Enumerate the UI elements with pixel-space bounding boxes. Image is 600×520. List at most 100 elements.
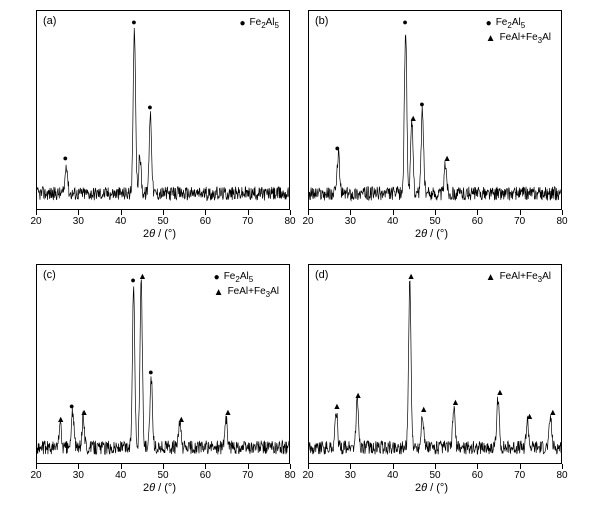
peak-marker-Fe2Al5: ●: [148, 367, 153, 377]
x-tick: [121, 464, 122, 469]
x-tick: [121, 210, 122, 215]
peak-marker-Fe2Al5: ●: [147, 102, 152, 112]
x-tick-label: 50: [157, 216, 168, 227]
legend-label: FeAl+Fe3Al: [500, 271, 551, 284]
peak-marker-Fe2Al5: ●: [402, 17, 407, 27]
peak-marker-FeAl_Fe3Al: ▲: [354, 390, 363, 400]
x-tick: [36, 464, 37, 469]
x-tick: [163, 464, 164, 469]
x-tick-label: 30: [73, 470, 84, 481]
peak-marker-FeAl_Fe3Al: ▲: [56, 414, 65, 424]
legend-item-Fe2Al5: ● Fe2Al5: [486, 17, 551, 30]
peak-marker-FeAl_Fe3Al: ▲: [548, 407, 557, 417]
legend: ● Fe2Al5▲ FeAl+Fe3Al: [486, 17, 551, 47]
legend-item-FeAl_Fe3Al: ▲ FeAl+Fe3Al: [214, 286, 279, 299]
x-tick-label: 50: [429, 216, 440, 227]
x-tick-label: 50: [429, 470, 440, 481]
peak-marker-Fe2Al5: ●: [419, 99, 424, 109]
panel-c: ▲●▲●▲●▲▲(c)●Fe2Al5▲FeAl+Fe3Al: [36, 264, 290, 464]
triangle-marker-icon: ▲: [486, 33, 496, 44]
x-tick-label: 20: [302, 470, 313, 481]
x-tick-label: 40: [387, 216, 398, 227]
x-tick: [477, 464, 478, 469]
x-tick-label: 80: [284, 470, 295, 481]
circle-marker-icon: ●: [239, 18, 245, 29]
x-tick-label: 70: [514, 216, 525, 227]
x-tick-label: 70: [242, 470, 253, 481]
x-tick: [163, 210, 164, 215]
legend: ▲ FeAl+Fe3Al: [486, 271, 551, 286]
x-axis-label: 2θ / (°): [415, 482, 448, 494]
x-tick: [350, 464, 351, 469]
peak-marker-FeAl_Fe3Al: ▲: [80, 407, 89, 417]
peak-marker-Fe2Al5: ●: [130, 275, 135, 285]
panel-tag: (a): [43, 15, 56, 27]
x-tick-label: 50: [157, 470, 168, 481]
x-tick-label: 80: [556, 470, 567, 481]
x-tick: [290, 210, 291, 215]
x-tick: [205, 210, 206, 215]
x-tick-label: 70: [514, 470, 525, 481]
x-tick-label: 80: [556, 216, 567, 227]
x-tick: [78, 210, 79, 215]
peak-marker-Fe2Al5: ●: [335, 143, 340, 153]
x-tick: [36, 210, 37, 215]
xrd-trace: [37, 11, 289, 209]
peak-marker-FeAl_Fe3Al: ▲: [177, 414, 186, 424]
x-tick-label: 30: [345, 470, 356, 481]
x-tick-label: 60: [200, 216, 211, 227]
x-tick: [205, 464, 206, 469]
x-tick: [435, 210, 436, 215]
panel-a: ● ● ● (a) ● Fe2Al5: [36, 10, 290, 210]
legend: ● Fe2Al5: [239, 17, 279, 32]
peak-marker-FeAl_Fe3Al: ▲: [224, 407, 233, 417]
x-tick: [308, 210, 309, 215]
legend-item-Fe2Al5: ● Fe2Al5: [214, 271, 279, 284]
legend-item-Fe2Al5: ● Fe2Al5: [239, 17, 279, 30]
legend: ● Fe2Al5▲ FeAl+Fe3Al: [214, 271, 279, 301]
x-tick-label: 70: [242, 216, 253, 227]
circle-marker-icon: ●: [486, 18, 492, 29]
x-tick-label: 30: [345, 216, 356, 227]
x-tick-label: 60: [200, 470, 211, 481]
x-axis-label: 2θ / (°): [143, 228, 176, 240]
x-tick: [78, 464, 79, 469]
panel-tag: (d): [315, 269, 328, 281]
legend-label: FeAl+Fe3Al: [228, 286, 279, 299]
x-tick: [435, 464, 436, 469]
x-tick: [520, 464, 521, 469]
x-tick: [562, 210, 563, 215]
peak-marker-FeAl_Fe3Al: ▲: [333, 401, 342, 411]
triangle-marker-icon: ▲: [214, 287, 224, 298]
x-tick: [477, 210, 478, 215]
x-tick-label: 20: [30, 216, 41, 227]
legend-label: Fe2Al5: [496, 17, 525, 30]
x-tick: [562, 464, 563, 469]
peak-marker-FeAl_Fe3Al: ▲: [138, 271, 147, 281]
peak-marker-FeAl_Fe3Al: ▲: [443, 153, 452, 163]
x-tick: [520, 210, 521, 215]
legend-label: Fe2Al5: [224, 271, 253, 284]
peak-marker-Fe2Al5: ●: [131, 17, 136, 27]
x-tick: [308, 464, 309, 469]
triangle-marker-icon: ▲: [486, 272, 496, 283]
x-tick-label: 20: [302, 216, 313, 227]
peak-marker-Fe2Al5: ●: [69, 401, 74, 411]
x-tick-label: 40: [115, 470, 126, 481]
legend-label: Fe2Al5: [250, 17, 279, 30]
peak-marker-FeAl_Fe3Al: ▲: [409, 113, 418, 123]
x-tick-label: 80: [284, 216, 295, 227]
legend-label: FeAl+Fe3Al: [500, 32, 551, 45]
circle-marker-icon: ●: [214, 272, 220, 283]
x-tick-label: 40: [387, 470, 398, 481]
x-tick-label: 40: [115, 216, 126, 227]
x-axis-label: 2θ / (°): [143, 482, 176, 494]
xrd-trace: [309, 265, 561, 463]
peak-marker-FeAl_Fe3Al: ▲: [407, 271, 416, 281]
x-axis-label: 2θ / (°): [415, 228, 448, 240]
x-tick: [248, 210, 249, 215]
peak-marker-FeAl_Fe3Al: ▲: [525, 411, 534, 421]
x-tick: [290, 464, 291, 469]
x-tick-label: 20: [30, 470, 41, 481]
x-tick-label: 30: [73, 216, 84, 227]
